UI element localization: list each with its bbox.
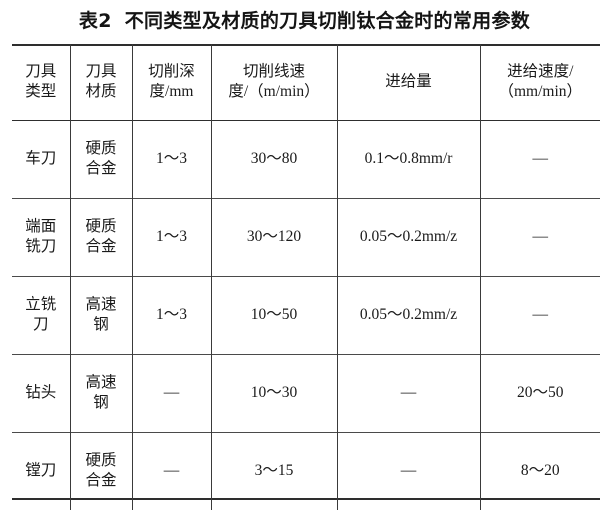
cell-feed-per-rev: 0.1～0.8mm/r [336,120,480,198]
cell-feed-per-rev: — [336,432,480,510]
cell-tool-type: 立铣 刀 [12,276,70,354]
cell-material-line2: 钢 [93,316,109,333]
cell-cut-depth: 1～3 [131,198,211,276]
table-row: 端面 铣刀 硬质 合金 1～3 30～120 0.05～0.2mm/z — [12,198,600,276]
cell-tool-type: 端面 铣刀 [12,198,70,276]
cell-cut-speed: 30～80 [210,120,337,198]
cell-tool-type: 钻头 [12,354,70,432]
parameters-table-wrapper: 刀具 类型 刀具 材质 切削深 度/mm [12,44,600,510]
cell-cut-speed: 3～15 [210,432,337,510]
cell-tool-type: 镗刀 [12,432,70,510]
cell-material-line2: 合金 [85,472,117,489]
cell-tool-type: 车刀 [12,120,70,198]
header-tool-type-line1: 刀具 [25,63,57,81]
header-cut-speed-line1: 切削线速 [242,63,305,81]
header-feed-rate-line1: 进给速度/ [507,63,574,81]
cell-tool-type-line1: 立铣 [25,296,57,314]
cell-material: 高速 钢 [69,276,132,354]
header-cut-depth-line2: 度/mm [149,83,194,100]
table-row: 车刀 硬质 合金 1～3 30～80 0.1～0.8mm/r — [12,120,600,198]
header-tool-type: 刀具 类型 [12,44,70,120]
cell-tool-type-line1: 端面 [25,218,57,236]
header-tool-material-line2: 材质 [85,83,117,100]
header-cut-speed-line2: 度/（m/min） [228,83,320,100]
cell-feed-rate: 20～50 [479,354,600,432]
cell-feed-per-rev: 0.05～0.2mm/z [336,276,480,354]
cell-tool-type-line1: 车刀 [25,150,57,168]
cell-material-line1: 硬质 [85,452,117,470]
cell-tool-type-line1: 镗刀 [25,462,57,480]
cell-cut-speed: 10～30 [210,354,337,432]
header-feed-rate-line2: （mm/min） [498,83,583,100]
header-feed-rate: 进给速度/ （mm/min） [479,44,600,120]
cell-material: 硬质 合金 [69,198,132,276]
cell-cut-depth: — [131,354,211,432]
cell-feed-rate: — [479,120,600,198]
header-cut-depth: 切削深 度/mm [131,44,211,120]
cell-material-line1: 硬质 [85,218,117,236]
table-head: 刀具 类型 刀具 材质 切削深 度/mm [12,44,600,120]
cell-tool-type-line2: 刀 [32,316,49,333]
table-caption-label: 表2 [78,10,112,32]
table-row: 钻头 高速 钢 — 10～30 — 20～50 [12,354,600,432]
cell-feed-rate: — [479,198,600,276]
cell-feed-rate: 8～20 [479,432,600,510]
cell-cut-depth: — [131,432,211,510]
cell-tool-type-line2: 铣刀 [25,238,57,255]
header-cut-depth-line1: 切削深 [148,63,195,81]
table-row: 立铣 刀 高速 钢 1～3 10～50 0.05～0.2mm/z — [12,276,600,354]
header-tool-material: 刀具 材质 [69,44,132,120]
cell-cut-speed: 30～120 [210,198,337,276]
cell-material-line1: 高速 [85,296,117,314]
cell-cut-depth: 1～3 [131,276,211,354]
cell-feed-per-rev: — [336,354,480,432]
cell-material-line1: 高速 [85,374,117,392]
parameters-table: 刀具 类型 刀具 材质 切削深 度/mm [12,44,600,510]
header-feed-per-rev: 进给量 [336,44,480,120]
header-cut-speed: 切削线速 度/（m/min） [210,44,337,120]
cell-material-line1: 硬质 [85,140,117,158]
cell-material-line2: 合金 [85,160,117,177]
table-row: 镗刀 硬质 合金 — 3～15 — 8～20 [12,432,600,510]
cell-feed-per-rev: 0.05～0.2mm/z [336,198,480,276]
header-row: 刀具 类型 刀具 材质 切削深 度/mm [12,44,600,120]
cell-material: 硬质 合金 [69,120,132,198]
cell-feed-rate: — [479,276,600,354]
cell-material: 高速 钢 [69,354,132,432]
cell-cut-speed: 10～50 [210,276,337,354]
table-caption: 表2 不同类型及材质的刀具切削钛合金时的常用参数 [0,6,609,33]
cell-cut-depth: 1～3 [131,120,211,198]
header-tool-type-line2: 类型 [25,83,57,100]
cell-tool-type-line1: 钻头 [25,384,57,402]
table-caption-text: 不同类型及材质的刀具切削钛合金时的常用参数 [124,10,531,32]
cell-material-line2: 合金 [85,238,117,255]
header-tool-material-line1: 刀具 [85,63,117,81]
table-body: 车刀 硬质 合金 1～3 30～80 0.1～0.8mm/r — [12,120,600,510]
header-feed-per-rev-line1: 进给量 [385,73,432,91]
cell-material: 硬质 合金 [69,432,132,510]
cell-material-line2: 钢 [93,394,109,411]
